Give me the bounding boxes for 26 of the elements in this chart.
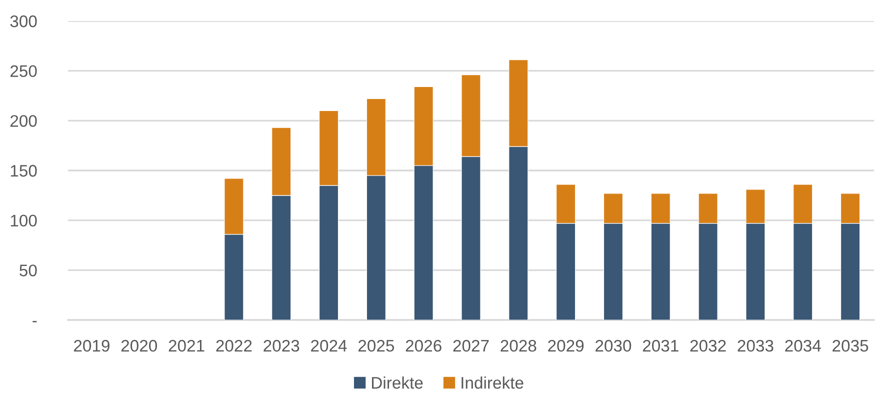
y-tick-label: 300: [10, 15, 37, 28]
x-tick-label: 2030: [596, 340, 632, 352]
y-tick-label: 50: [20, 264, 37, 276]
y-tick-label: 100: [10, 214, 37, 227]
x-tick-label: 2028: [500, 340, 536, 352]
y-tick-label: 150: [10, 164, 37, 177]
x-tick-label: 2032: [690, 340, 726, 352]
x-tick-label: 2033: [738, 340, 774, 352]
x-tick-label: 2026: [406, 340, 442, 352]
x-tick-label: 2027: [453, 340, 489, 352]
legend-label: Direkte: [372, 376, 423, 389]
x-tick-label: 2031: [642, 340, 678, 352]
y-tick-label: 200: [10, 115, 37, 127]
x-tick-label: 2021: [168, 340, 204, 352]
x-tick-label: 2022: [216, 340, 252, 352]
legend-label: Indirekte: [462, 376, 524, 389]
x-tick-label: 2023: [264, 340, 300, 352]
x-tick-label: 2019: [74, 340, 110, 352]
x-tick-label: 2034: [785, 340, 821, 352]
x-tick-label: 2029: [548, 340, 584, 352]
y-tick-label: -: [32, 320, 37, 322]
y-tick-label: 250: [10, 65, 37, 78]
x-tick-label: 2020: [121, 340, 158, 352]
x-tick-label: 2025: [358, 340, 394, 352]
x-tick-label: 2035: [832, 340, 868, 352]
x-tick-label: 2024: [311, 340, 347, 352]
